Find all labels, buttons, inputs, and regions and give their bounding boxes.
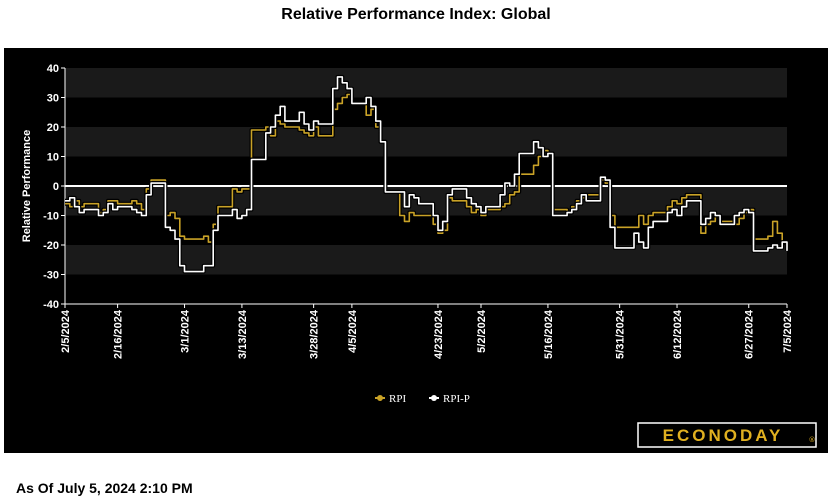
grid-band (65, 68, 787, 98)
chart-title: Relative Performance Index: Global (281, 6, 551, 23)
x-tick-labels: 2/5/2024 2/16/2024 3/1/2024 3/13/2024 3/28/2… (60, 304, 794, 359)
x-tick-label: 6/12/2024 (672, 309, 684, 359)
grid-band (65, 156, 787, 186)
grid-band (65, 97, 787, 127)
axes: Relative Performance (21, 68, 787, 305)
x-tick-label: 7/5/2024 (782, 309, 794, 353)
series-lines (65, 74, 789, 274)
registered-mark-icon: ® (809, 436, 816, 444)
x-tick-label: 6/27/2024 (744, 309, 756, 359)
x-tick-label: 5/31/2024 (615, 309, 627, 359)
x-tick-label: 4/5/2024 (347, 309, 359, 353)
x-tick-label: 5/16/2024 (543, 309, 555, 359)
grid-bands (65, 68, 787, 304)
y-tick-label: 10 (47, 152, 59, 164)
econoday-logo-text: ECONODAY (663, 426, 784, 445)
legend: RPI RPI-P (375, 393, 470, 405)
legend-label-rpi: RPI (389, 393, 406, 405)
chart-svg: Relative Performance 40 30 20 10 0 -10 -20 -30 -… (21, 63, 817, 448)
x-tick-label: 3/28/2024 (309, 309, 321, 359)
x-tick-label: 2/5/2024 (60, 309, 72, 353)
x-tick-label: 3/1/2024 (180, 309, 192, 353)
grid-band (65, 245, 787, 275)
y-axis-label: Relative Performance (21, 130, 33, 243)
legend-label-rpi-p: RPI-P (443, 393, 470, 405)
y-tick-label: 40 (47, 63, 59, 75)
series-line-rpi (65, 93, 787, 243)
y-tick-label: 20 (47, 122, 59, 134)
x-tick-label: 5/2/2024 (476, 309, 488, 353)
x-tick-label: 2/16/2024 (113, 309, 125, 359)
legend-marker-rpi-p (431, 395, 437, 401)
y-tick-label: 0 (53, 181, 59, 193)
x-tick-label: 3/13/2024 (237, 309, 249, 359)
y-tick-label: 30 (47, 93, 59, 105)
y-tick-label: -10 (43, 211, 59, 223)
grid-band (65, 127, 787, 157)
grid-band (65, 274, 787, 304)
econoday-logo: ECONODAY ® (637, 422, 817, 448)
chart-panel: Relative Performance 40 30 20 10 0 -10 -20 -30 -… (4, 48, 828, 453)
legend-marker-rpi (377, 395, 383, 401)
y-tick-label: -40 (43, 299, 59, 311)
y-tick-label: -20 (43, 240, 59, 252)
y-tick-label: -30 (43, 270, 59, 282)
x-tick-label: 4/23/2024 (433, 309, 445, 359)
as-of-timestamp: As Of July 5, 2024 2:10 PM (16, 480, 193, 496)
series-line-rpi-p (65, 76, 788, 273)
y-tick-labels: 40 30 20 10 0 -10 -20 -30 -40 (43, 63, 65, 311)
